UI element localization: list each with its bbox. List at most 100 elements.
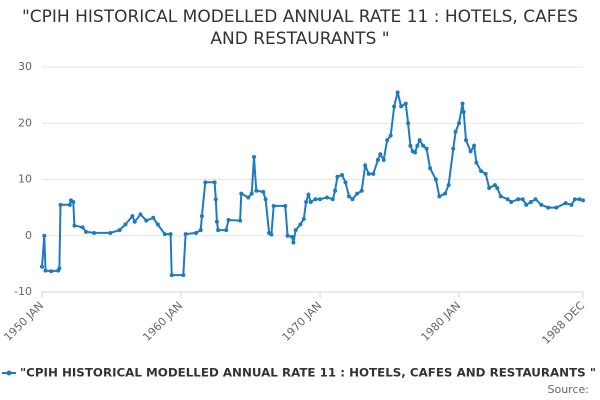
data-point xyxy=(381,157,386,162)
data-point xyxy=(483,171,488,176)
data-point xyxy=(306,192,311,197)
data-point xyxy=(335,174,340,179)
data-point xyxy=(67,202,72,207)
data-point xyxy=(304,200,309,204)
data-point xyxy=(80,225,85,230)
data-point xyxy=(144,218,149,223)
source: Source: xyxy=(548,383,590,396)
data-point xyxy=(461,110,466,114)
data-point xyxy=(269,232,274,237)
y-tick-label: -10 xyxy=(14,285,32,298)
data-point xyxy=(313,197,318,202)
data-point xyxy=(343,180,348,185)
data-point xyxy=(468,149,473,154)
data-point xyxy=(212,180,217,185)
data-point xyxy=(472,143,477,148)
data-point xyxy=(403,101,408,106)
data-point xyxy=(285,233,290,238)
data-point xyxy=(168,232,173,237)
x-tick-label: 1980 JAN xyxy=(419,299,464,344)
data-point xyxy=(183,232,188,237)
data-point xyxy=(318,197,323,202)
data-point xyxy=(238,218,243,223)
data-point xyxy=(92,230,97,235)
data-point xyxy=(194,230,199,235)
data-point xyxy=(492,183,497,188)
data-point xyxy=(43,268,48,273)
data-point xyxy=(417,138,422,143)
data-point xyxy=(198,228,203,233)
data-point xyxy=(350,197,355,202)
data-point xyxy=(251,155,256,159)
data-point xyxy=(117,228,122,233)
data-point xyxy=(563,201,568,206)
data-point xyxy=(49,269,54,274)
data-point xyxy=(371,171,376,176)
data-point xyxy=(155,222,160,227)
data-point xyxy=(385,138,390,143)
data-point xyxy=(366,171,371,176)
data-point xyxy=(290,234,295,239)
data-point xyxy=(42,233,47,238)
data-point xyxy=(479,169,484,174)
data-point xyxy=(213,197,218,202)
data-point xyxy=(388,133,393,138)
data-point xyxy=(457,121,462,126)
data-point xyxy=(392,104,397,109)
y-tick-label: 10 xyxy=(18,173,32,186)
data-point xyxy=(509,200,514,204)
data-point xyxy=(298,222,303,227)
data-point xyxy=(581,198,585,203)
data-point xyxy=(528,200,533,204)
data-point xyxy=(308,200,313,204)
x-tick-label: 1960 JAN xyxy=(140,299,185,344)
y-tick-label: 20 xyxy=(18,116,32,129)
data-point xyxy=(293,228,298,233)
data-point xyxy=(291,240,296,245)
data-point xyxy=(539,202,544,207)
data-point xyxy=(520,197,525,202)
data-point xyxy=(71,200,76,204)
data-point xyxy=(554,205,559,210)
data-point xyxy=(84,229,89,234)
data-point xyxy=(399,104,404,109)
data-point xyxy=(271,203,276,208)
data-point xyxy=(108,230,113,235)
data-point xyxy=(569,202,574,207)
data-point xyxy=(130,214,135,219)
data-point xyxy=(301,216,306,221)
series-line xyxy=(41,92,584,277)
data-point xyxy=(58,202,63,207)
data-point xyxy=(363,163,368,168)
data-point xyxy=(138,212,143,217)
data-point xyxy=(249,191,254,196)
data-point xyxy=(498,194,503,199)
x-tick-label: 1970 JAN xyxy=(280,299,325,344)
data-point xyxy=(40,264,44,269)
data-point xyxy=(428,166,433,171)
data-point xyxy=(214,219,219,224)
data-point xyxy=(226,218,231,222)
data-point xyxy=(263,197,268,202)
data-point xyxy=(199,214,204,219)
data-point xyxy=(433,177,438,182)
data-point xyxy=(453,129,458,134)
data-point xyxy=(132,219,137,224)
data-point xyxy=(330,197,335,202)
data-point xyxy=(123,222,128,227)
y-tick-label: 30 xyxy=(18,60,32,73)
data-point xyxy=(162,232,167,237)
data-point xyxy=(487,185,492,190)
data-point xyxy=(340,173,345,177)
data-point xyxy=(375,157,380,162)
data-point xyxy=(572,197,577,202)
data-point xyxy=(395,90,400,95)
data-point xyxy=(446,183,451,188)
data-point xyxy=(413,150,418,155)
data-point xyxy=(57,266,62,271)
data-point xyxy=(254,188,259,193)
data-point xyxy=(546,205,551,210)
data-point xyxy=(355,191,360,196)
data-point xyxy=(463,138,468,143)
